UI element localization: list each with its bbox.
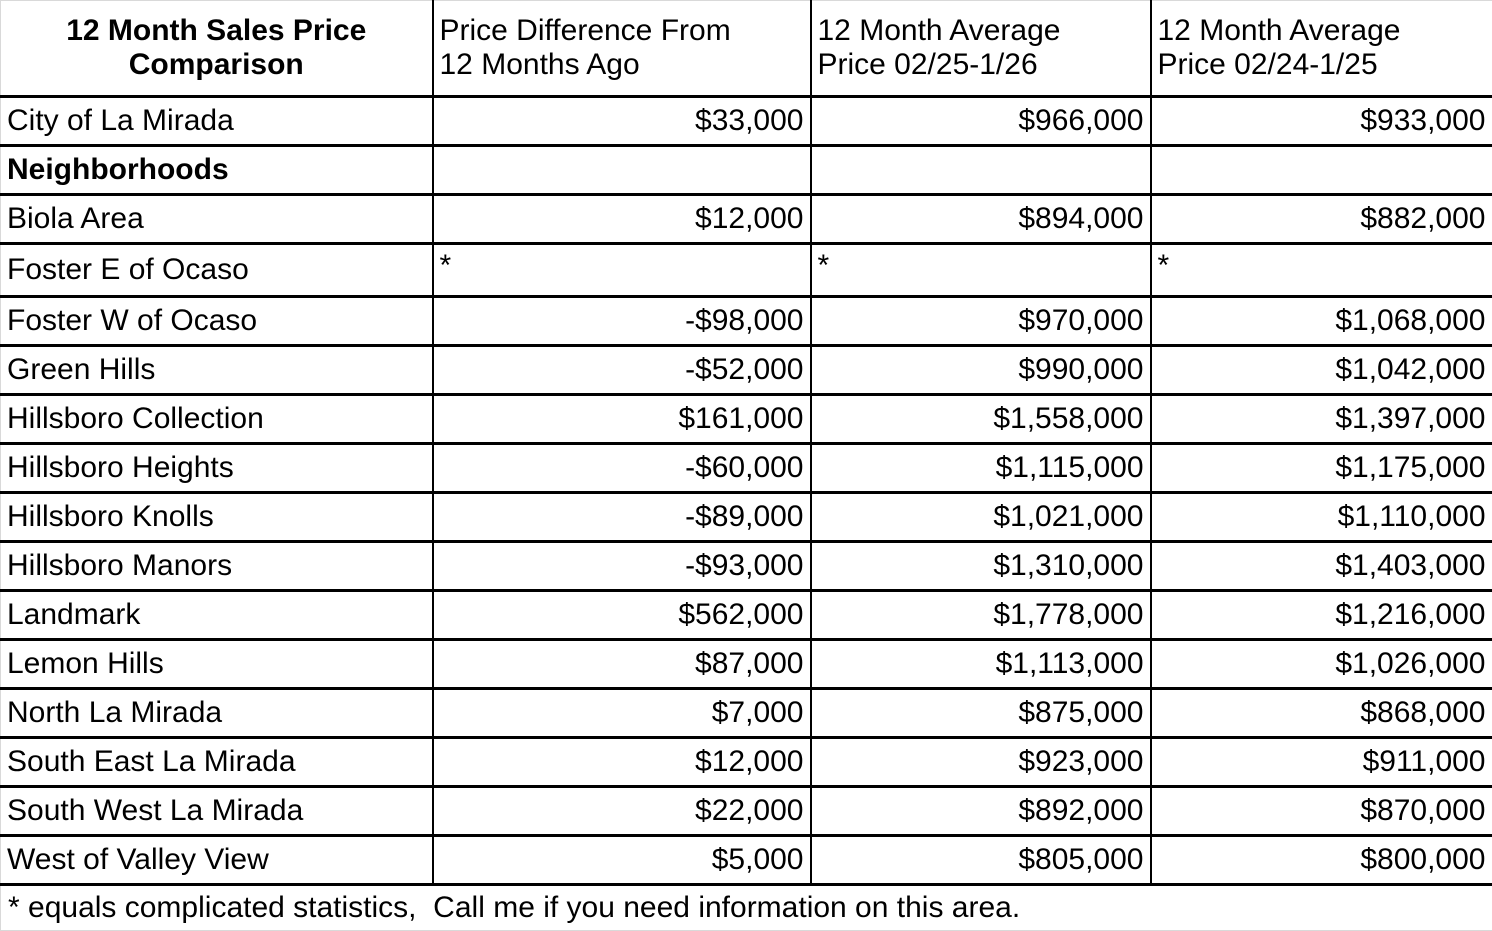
price-difference-cell: $7,000 [433,689,811,738]
avg-price-current-cell: $1,113,000 [811,640,1151,689]
neighborhood-name-cell: North La Mirada [1,689,433,738]
avg-price-current-cell: $894,000 [811,195,1151,244]
table-row: Lemon Hills $87,000 $1,113,000 $1,026,00… [1,640,1492,689]
avg-price-prior-cell: $911,000 [1151,738,1492,787]
table-row: Foster W of Ocaso -$98,000 $970,000 $1,0… [1,297,1492,346]
price-difference-cell [433,146,811,195]
table-row: South West La Mirada $22,000 $892,000 $8… [1,787,1492,836]
neighborhood-name-cell: Hillsboro Heights [1,444,433,493]
price-difference-cell: -$60,000 [433,444,811,493]
table-row: Hillsboro Heights -$60,000 $1,115,000 $1… [1,444,1492,493]
header-avg-price-prior-line1: 12 Month Average [1158,14,1486,49]
neighborhood-name-cell: South East La Mirada [1,738,433,787]
avg-price-current-cell: $1,310,000 [811,542,1151,591]
avg-price-current-cell: $1,778,000 [811,591,1151,640]
header-comparison-title-line1: 12 Month Sales Price [7,14,426,49]
header-price-difference: Price Difference From 12 Months Ago [433,1,811,97]
price-difference-cell: $562,000 [433,591,811,640]
avg-price-current-cell: $966,000 [811,97,1151,146]
avg-price-current-cell: $892,000 [811,787,1151,836]
avg-price-prior-cell [1151,146,1492,195]
neighborhood-name-cell: Hillsboro Collection [1,395,433,444]
table-row: Landmark $562,000 $1,778,000 $1,216,000 [1,591,1492,640]
neighborhood-name-cell: City of La Mirada [1,97,433,146]
avg-price-prior-cell: $1,110,000 [1151,493,1492,542]
avg-price-prior-cell: $1,175,000 [1151,444,1492,493]
price-difference-cell: $22,000 [433,787,811,836]
neighborhood-name-cell: Hillsboro Manors [1,542,433,591]
table-row: South East La Mirada $12,000 $923,000 $9… [1,738,1492,787]
neighborhood-name-cell: West of Valley View [1,836,433,885]
neighborhood-name-cell: Green Hills [1,346,433,395]
footnote-row: * equals complicated statistics, Call me… [1,885,1492,931]
avg-price-current-cell: * [811,244,1151,297]
price-difference-cell: * [433,244,811,297]
header-row: 12 Month Sales Price Comparison Price Di… [1,1,1492,97]
avg-price-current-cell: $805,000 [811,836,1151,885]
avg-price-prior-cell: $1,026,000 [1151,640,1492,689]
avg-price-prior-cell: $882,000 [1151,195,1492,244]
neighborhood-name-cell: Foster E of Ocaso [1,244,433,297]
table-row: Hillsboro Collection $161,000 $1,558,000… [1,395,1492,444]
header-price-difference-line2: 12 Months Ago [440,48,804,83]
price-difference-cell: $12,000 [433,738,811,787]
avg-price-prior-cell: $1,042,000 [1151,346,1492,395]
avg-price-prior-cell: $1,216,000 [1151,591,1492,640]
neighborhood-name-cell: Biola Area [1,195,433,244]
table-footer: * equals complicated statistics, Call me… [1,885,1492,931]
avg-price-current-cell: $990,000 [811,346,1151,395]
price-difference-cell: $5,000 [433,836,811,885]
header-comparison-title: 12 Month Sales Price Comparison [1,1,433,97]
avg-price-current-cell: $923,000 [811,738,1151,787]
avg-price-prior-cell: $800,000 [1151,836,1492,885]
avg-price-current-cell: $875,000 [811,689,1151,738]
neighborhood-name-cell: Lemon Hills [1,640,433,689]
table-row: Neighborhoods [1,146,1492,195]
price-difference-cell: $87,000 [433,640,811,689]
avg-price-prior-cell: $1,397,000 [1151,395,1492,444]
header-avg-price-current-line1: 12 Month Average [818,14,1144,49]
neighborhood-name-cell: Neighborhoods [1,146,433,195]
avg-price-current-cell [811,146,1151,195]
header-avg-price-prior-line2: Price 02/24-1/25 [1158,48,1486,83]
table-row: West of Valley View $5,000 $805,000 $800… [1,836,1492,885]
table-row: North La Mirada $7,000 $875,000 $868,000 [1,689,1492,738]
price-difference-cell: -$98,000 [433,297,811,346]
neighborhood-name-cell: Landmark [1,591,433,640]
price-difference-cell: -$52,000 [433,346,811,395]
table-row: Hillsboro Knolls -$89,000 $1,021,000 $1,… [1,493,1492,542]
header-price-difference-line1: Price Difference From [440,14,804,49]
avg-price-prior-cell: $870,000 [1151,787,1492,836]
table-row: Foster E of Ocaso * * * [1,244,1492,297]
header-comparison-title-line2: Comparison [7,48,426,83]
price-difference-cell: -$93,000 [433,542,811,591]
table-row: Green Hills -$52,000 $990,000 $1,042,000 [1,346,1492,395]
avg-price-current-cell: $1,021,000 [811,493,1151,542]
header-avg-price-current: 12 Month Average Price 02/25-1/26 [811,1,1151,97]
price-difference-cell: $161,000 [433,395,811,444]
header-avg-price-current-line2: Price 02/25-1/26 [818,48,1144,83]
neighborhood-name-cell: Hillsboro Knolls [1,493,433,542]
avg-price-current-cell: $1,115,000 [811,444,1151,493]
avg-price-current-cell: $1,558,000 [811,395,1151,444]
table-row: City of La Mirada $33,000 $966,000 $933,… [1,97,1492,146]
avg-price-prior-cell: * [1151,244,1492,297]
table-header: 12 Month Sales Price Comparison Price Di… [1,1,1492,97]
avg-price-current-cell: $970,000 [811,297,1151,346]
avg-price-prior-cell: $1,403,000 [1151,542,1492,591]
table-row: Hillsboro Manors -$93,000 $1,310,000 $1,… [1,542,1492,591]
table-body: City of La Mirada $33,000 $966,000 $933,… [1,97,1492,885]
header-avg-price-prior: 12 Month Average Price 02/24-1/25 [1151,1,1492,97]
avg-price-prior-cell: $868,000 [1151,689,1492,738]
neighborhood-name-cell: South West La Mirada [1,787,433,836]
price-difference-cell: $12,000 [433,195,811,244]
footnote: * equals complicated statistics, Call me… [1,885,1492,931]
price-difference-cell: $33,000 [433,97,811,146]
avg-price-prior-cell: $933,000 [1151,97,1492,146]
table-row: Biola Area $12,000 $894,000 $882,000 [1,195,1492,244]
neighborhood-name-cell: Foster W of Ocaso [1,297,433,346]
price-difference-cell: -$89,000 [433,493,811,542]
avg-price-prior-cell: $1,068,000 [1151,297,1492,346]
